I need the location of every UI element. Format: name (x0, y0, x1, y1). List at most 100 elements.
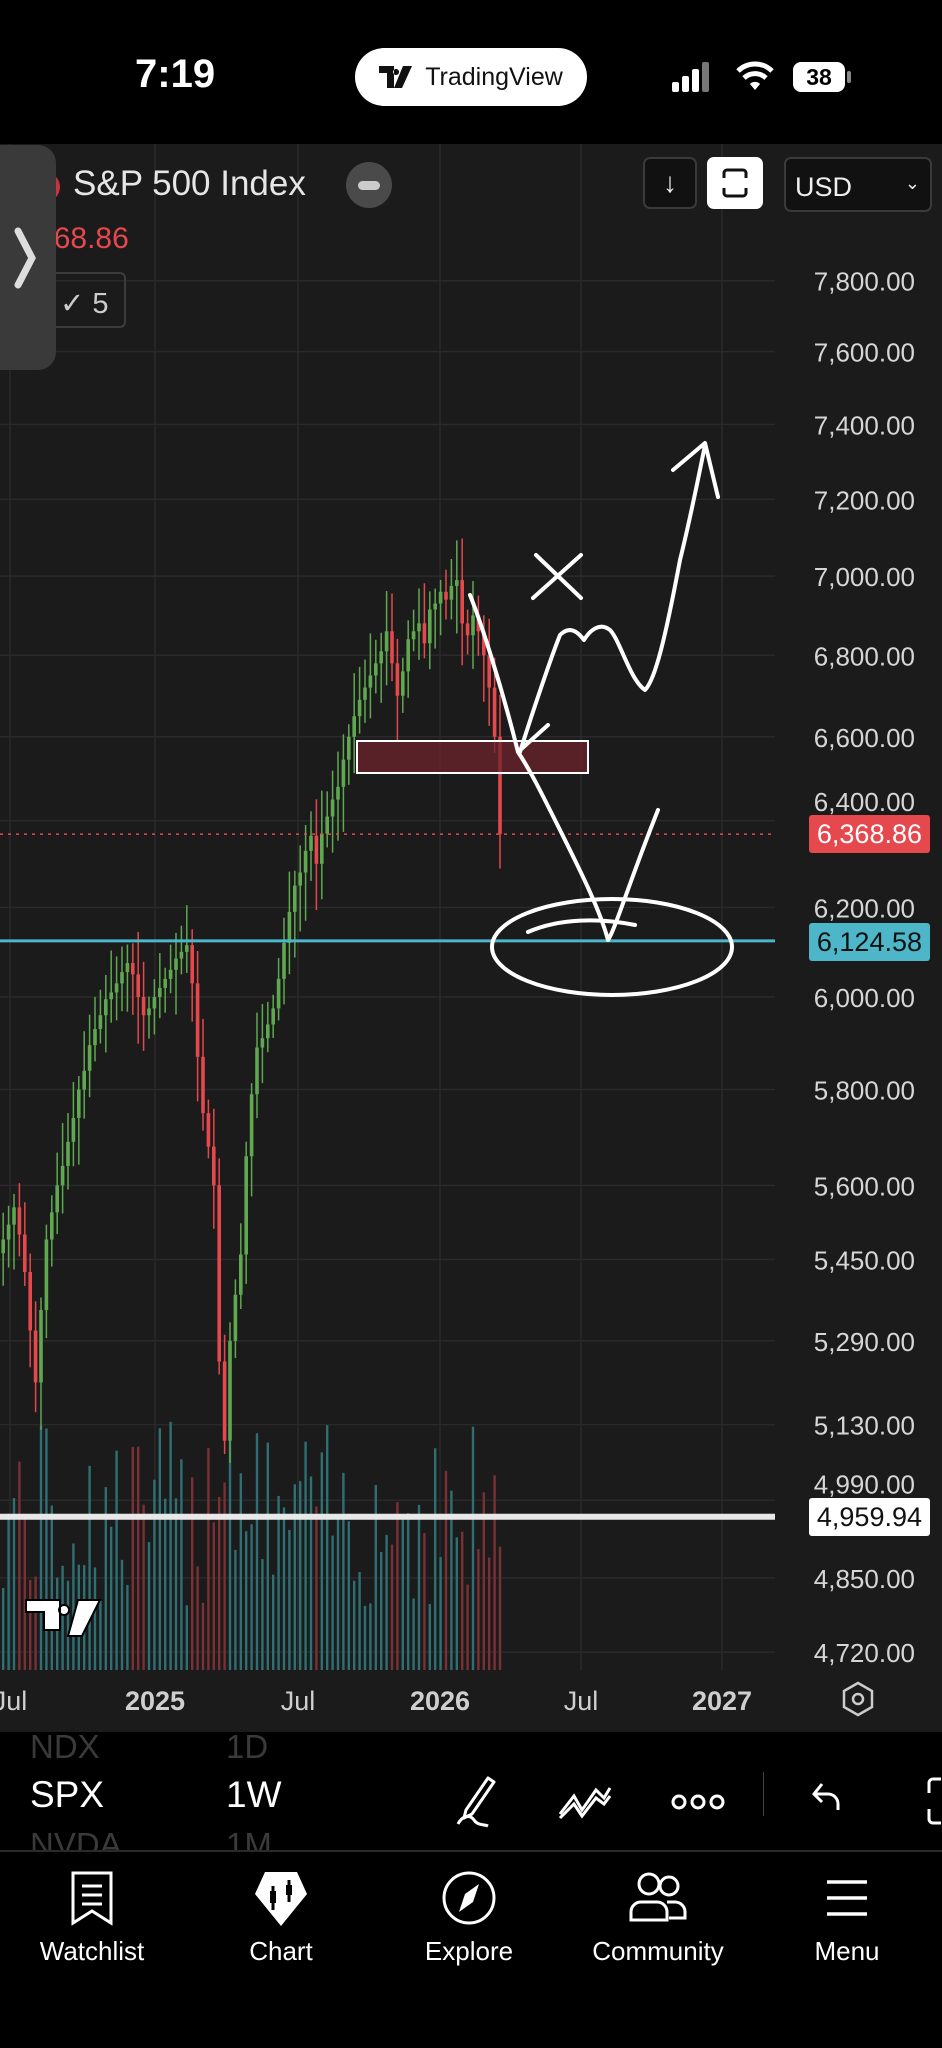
candle-body[interactable] (266, 1024, 270, 1039)
candle-body[interactable] (325, 816, 329, 834)
drawing-pencil-icon[interactable] (448, 1772, 504, 1828)
candle-body[interactable] (147, 1008, 151, 1016)
candle-body[interactable] (417, 623, 421, 632)
candle-body[interactable] (233, 1294, 238, 1341)
candle-body[interactable] (336, 786, 340, 800)
candle-body[interactable] (249, 1094, 254, 1157)
candle-body[interactable] (39, 1310, 43, 1383)
candle-body[interactable] (93, 1029, 97, 1046)
candle-body[interactable] (158, 987, 162, 997)
candle-body[interactable] (55, 1185, 59, 1213)
candle-body[interactable] (487, 655, 491, 688)
candle-body[interactable] (287, 911, 292, 943)
chart-area[interactable]: 7,800.00 7,600.00 7,400.00 7,200.00 7,000.00… (0, 144, 942, 1732)
candle-body[interactable] (6, 1224, 11, 1240)
candle-body[interactable] (104, 999, 108, 1016)
undo-icon[interactable] (810, 1780, 846, 1816)
candle-body[interactable] (201, 1056, 205, 1114)
candle-body[interactable] (174, 958, 178, 970)
candle-body[interactable] (28, 1272, 32, 1331)
trend-line-tools-icon[interactable] (556, 1778, 614, 1822)
candle-body[interactable] (12, 1207, 16, 1225)
symbol-prev[interactable]: NDX (30, 1728, 100, 1765)
candle-body[interactable] (125, 963, 130, 973)
more-dots-icon[interactable] (670, 1792, 726, 1812)
candle-body[interactable] (244, 1156, 248, 1255)
candle-body[interactable] (428, 609, 432, 644)
candle-body[interactable] (195, 983, 200, 1057)
candle-body[interactable] (206, 1113, 211, 1147)
candle-body[interactable] (179, 951, 184, 959)
candle-body[interactable] (374, 663, 378, 676)
candle-body[interactable] (363, 687, 367, 700)
candle-body[interactable] (82, 1070, 86, 1090)
fullscreen-bracket-icon[interactable] (915, 1776, 942, 1826)
candle-body[interactable] (98, 1015, 103, 1030)
candle-body[interactable] (401, 671, 405, 696)
candle-body[interactable] (71, 1117, 76, 1142)
candle-body[interactable] (293, 885, 297, 912)
collapse-legend-button[interactable] (346, 162, 392, 208)
candle-body[interactable] (444, 591, 448, 600)
candle-body[interactable] (131, 963, 135, 975)
candle-body[interactable] (433, 603, 437, 610)
candle-body[interactable] (66, 1141, 70, 1166)
nav-chart[interactable]: Chart (196, 1852, 366, 1992)
nav-community[interactable]: Community (573, 1852, 743, 1992)
candle-body[interactable] (465, 623, 470, 636)
candle-body[interactable] (347, 736, 351, 760)
candle-body[interactable] (482, 631, 486, 656)
candle-body[interactable] (390, 631, 394, 664)
candle-body[interactable] (460, 580, 464, 624)
candle-body[interactable] (239, 1254, 243, 1295)
candle-body[interactable] (352, 716, 356, 737)
candle-body[interactable] (298, 872, 302, 886)
candle-body[interactable] (152, 997, 157, 1009)
candle-body[interactable] (185, 945, 189, 952)
candle-body[interactable] (492, 687, 497, 737)
candle-body[interactable] (190, 945, 194, 984)
candle-body[interactable] (471, 615, 475, 636)
symbol-title[interactable]: S&P 500 Index (73, 164, 306, 203)
candle-body[interactable] (87, 1045, 92, 1071)
interval-next[interactable]: 1M (226, 1826, 272, 1850)
interval-prev[interactable]: 1D (226, 1728, 269, 1765)
candle-body[interactable] (109, 992, 113, 1000)
candle-body[interactable] (50, 1212, 54, 1240)
candle-body[interactable] (314, 835, 319, 864)
app-pill[interactable]: TradingView (355, 48, 587, 106)
candle-body[interactable] (438, 591, 443, 604)
candle-body[interactable] (60, 1165, 65, 1186)
candle-body[interactable] (357, 699, 362, 717)
download-button[interactable]: ↓ (643, 157, 697, 209)
candle-body[interactable] (368, 675, 373, 688)
candle-body[interactable] (136, 974, 140, 997)
candle-body[interactable] (379, 651, 383, 664)
candle-body[interactable] (120, 972, 124, 984)
candle-body[interactable] (33, 1330, 38, 1383)
candle-body[interactable] (1, 1239, 5, 1254)
candle-body[interactable] (141, 997, 146, 1016)
candle-body[interactable] (114, 983, 119, 993)
candle-body[interactable] (44, 1239, 49, 1311)
candle-body[interactable] (23, 1234, 27, 1273)
nav-watchlist[interactable]: Watchlist (7, 1852, 177, 1992)
candle-body[interactable] (17, 1207, 22, 1235)
candle-body[interactable] (222, 1361, 227, 1441)
candle-body[interactable] (406, 639, 410, 672)
price-chart[interactable]: 7,800.00 7,600.00 7,400.00 7,200.00 7,000.00… (0, 144, 942, 1732)
candle-body[interactable] (303, 850, 308, 873)
currency-select[interactable]: USD ⌄ (784, 157, 932, 212)
candle-body[interactable] (320, 833, 324, 864)
candle-body[interactable] (217, 1185, 221, 1362)
nav-menu[interactable]: Menu (762, 1852, 932, 1992)
interval-selector[interactable]: 1W (226, 1774, 282, 1815)
candle-body[interactable] (498, 736, 502, 835)
candle-body[interactable] (228, 1340, 232, 1441)
candle-body[interactable] (330, 799, 335, 817)
candle-body[interactable] (309, 835, 313, 851)
candle-body[interactable] (411, 631, 416, 640)
candle-body[interactable] (255, 1047, 259, 1095)
price-zone-rectangle[interactable] (356, 740, 589, 774)
candle-body[interactable] (276, 978, 281, 1009)
